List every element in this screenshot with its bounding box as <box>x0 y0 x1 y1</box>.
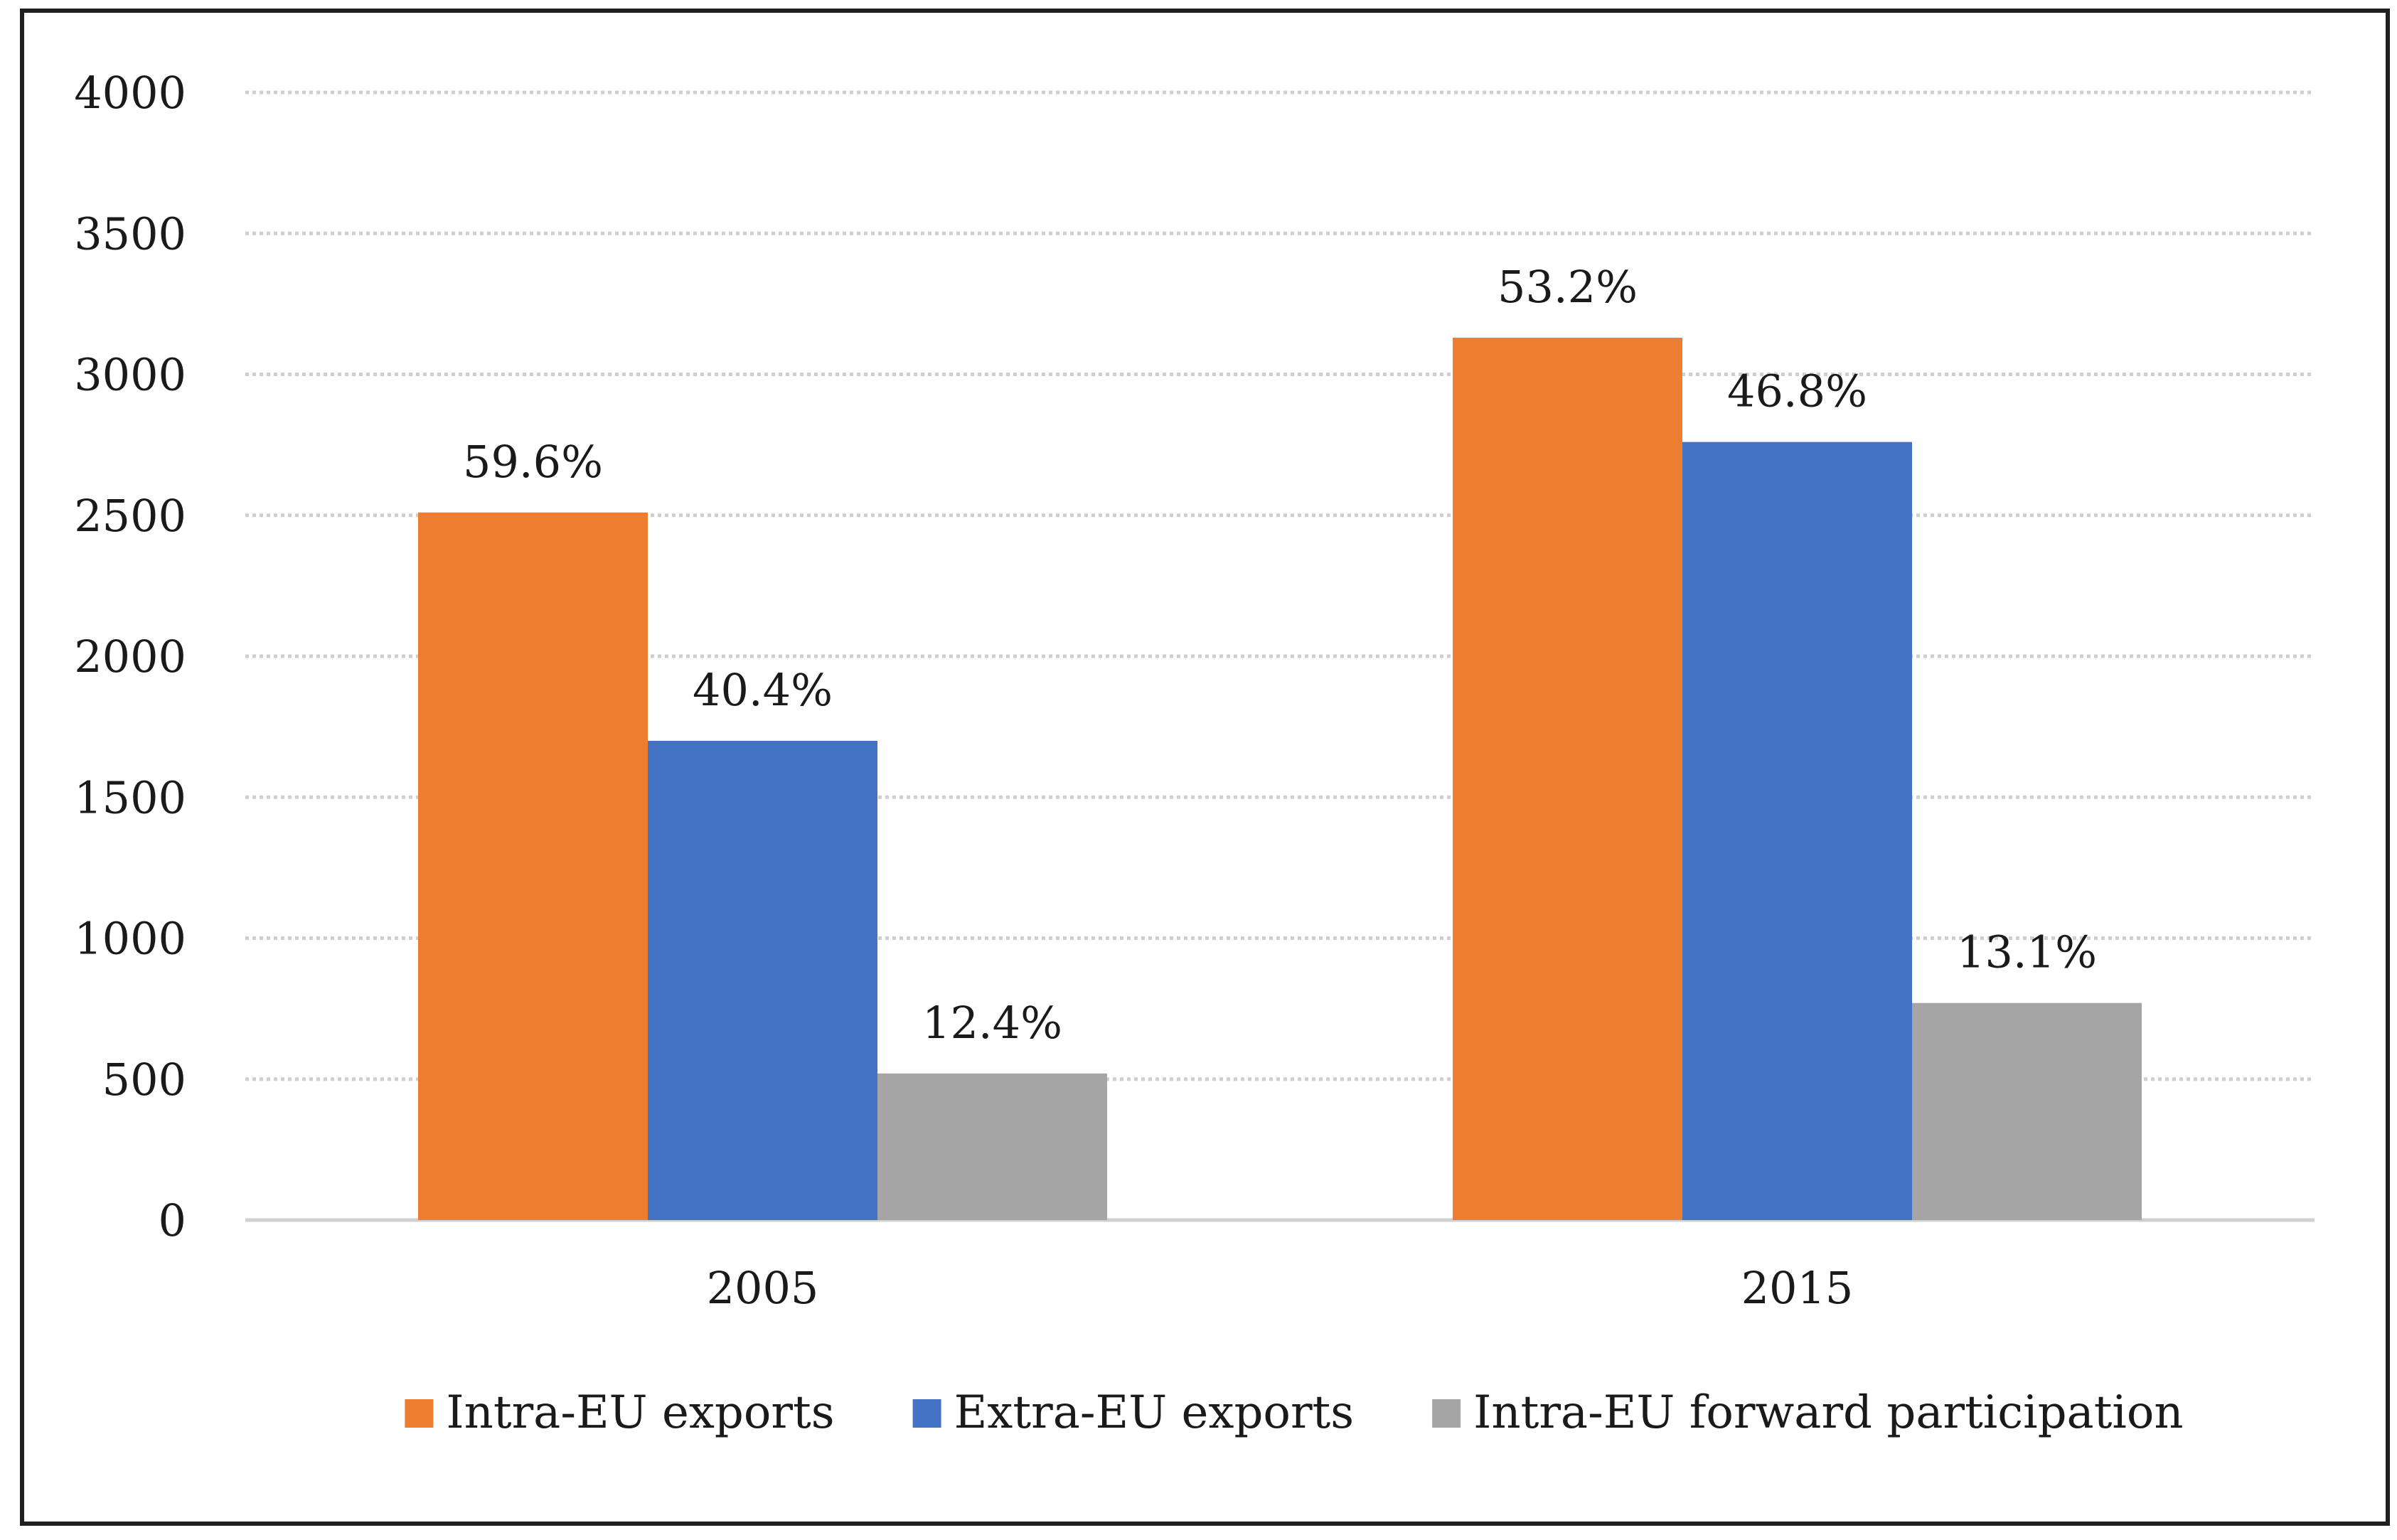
legend-item: Intra-EU exports <box>405 1386 835 1439</box>
bar <box>648 740 877 1220</box>
y-tick-label: 4000 <box>74 67 186 119</box>
x-tick-label: 2015 <box>1741 1262 1854 1314</box>
data-labels: 59.6% 40.4% 12.4% 53.2% 46.8% 13.1% <box>463 261 2097 1049</box>
data-label: 12.4% <box>922 997 1062 1049</box>
chart-frame <box>20 9 2390 1526</box>
bar <box>418 512 648 1220</box>
data-label: 46.8% <box>1727 365 1867 417</box>
x-axis: 2005 2015 <box>707 1262 1854 1314</box>
bar <box>1682 442 1912 1221</box>
legend-swatch <box>912 1399 941 1428</box>
x-tick-label: 2005 <box>707 1262 819 1314</box>
y-tick-label: 1000 <box>74 913 186 965</box>
bars <box>418 337 2142 1221</box>
data-label: 53.2% <box>1498 261 1638 313</box>
y-tick-label: 2500 <box>74 490 186 542</box>
legend-swatch <box>1432 1399 1461 1428</box>
legend-item: Intra-EU forward participation <box>1432 1386 2184 1439</box>
bar <box>1912 1002 2142 1220</box>
legend-label: Extra-EU exports <box>954 1386 1355 1439</box>
bar <box>877 1073 1107 1220</box>
y-axis: 0 500 1000 1500 2000 2500 3000 3500 4000 <box>74 67 186 1246</box>
legend-label: Intra-EU forward participation <box>1473 1386 2184 1439</box>
legend: Intra-EU exports Extra-EU exports Intra-EU… <box>405 1386 2184 1439</box>
y-tick-label: 0 <box>159 1194 186 1246</box>
y-tick-label: 2000 <box>74 631 186 683</box>
y-tick-label: 3000 <box>74 349 186 401</box>
y-tick-label: 500 <box>102 1054 186 1106</box>
y-tick-label: 3500 <box>74 208 186 260</box>
data-label: 40.4% <box>693 664 833 716</box>
data-label: 13.1% <box>1957 926 2097 978</box>
legend-label: Intra-EU exports <box>446 1386 834 1439</box>
legend-swatch <box>405 1399 434 1428</box>
y-tick-label: 1500 <box>74 771 186 823</box>
legend-item: Extra-EU exports <box>912 1386 1355 1439</box>
bar <box>1453 337 1682 1221</box>
data-label: 59.6% <box>463 436 603 488</box>
